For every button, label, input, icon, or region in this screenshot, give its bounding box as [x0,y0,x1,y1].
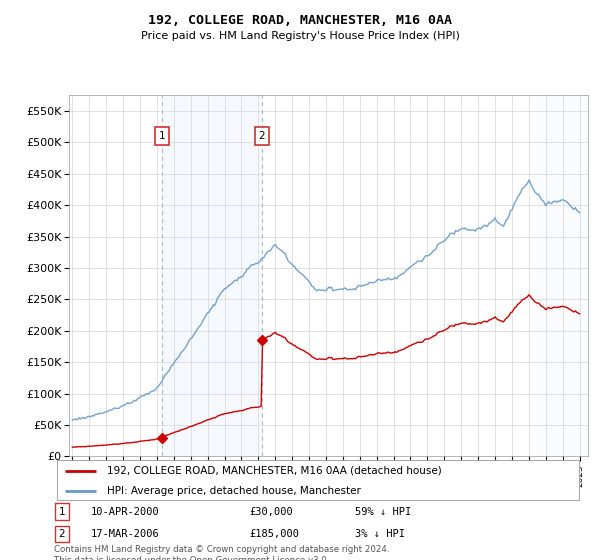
FancyBboxPatch shape [56,460,580,501]
Bar [537,95,588,456]
Text: 17-MAR-2006: 17-MAR-2006 [91,529,160,539]
Text: 1: 1 [59,507,65,517]
Text: 10-APR-2000: 10-APR-2000 [91,507,160,517]
Text: 2: 2 [59,529,65,539]
Text: Contains HM Land Registry data © Crown copyright and database right 2024.
This d: Contains HM Land Registry data © Crown c… [54,545,389,560]
Text: 1: 1 [158,131,165,141]
Text: £30,000: £30,000 [250,507,293,517]
Text: 59% ↓ HPI: 59% ↓ HPI [355,507,411,517]
Text: HPI: Average price, detached house, Manchester: HPI: Average price, detached house, Manc… [107,486,361,496]
Text: 3% ↓ HPI: 3% ↓ HPI [355,529,405,539]
Text: Price paid vs. HM Land Registry's House Price Index (HPI): Price paid vs. HM Land Registry's House … [140,31,460,41]
Text: 192, COLLEGE ROAD, MANCHESTER, M16 0AA (detached house): 192, COLLEGE ROAD, MANCHESTER, M16 0AA (… [107,466,442,476]
Text: 192, COLLEGE ROAD, MANCHESTER, M16 0AA: 192, COLLEGE ROAD, MANCHESTER, M16 0AA [148,14,452,27]
Bar [161,95,262,456]
Text: 2: 2 [259,131,265,141]
Text: £185,000: £185,000 [250,529,299,539]
